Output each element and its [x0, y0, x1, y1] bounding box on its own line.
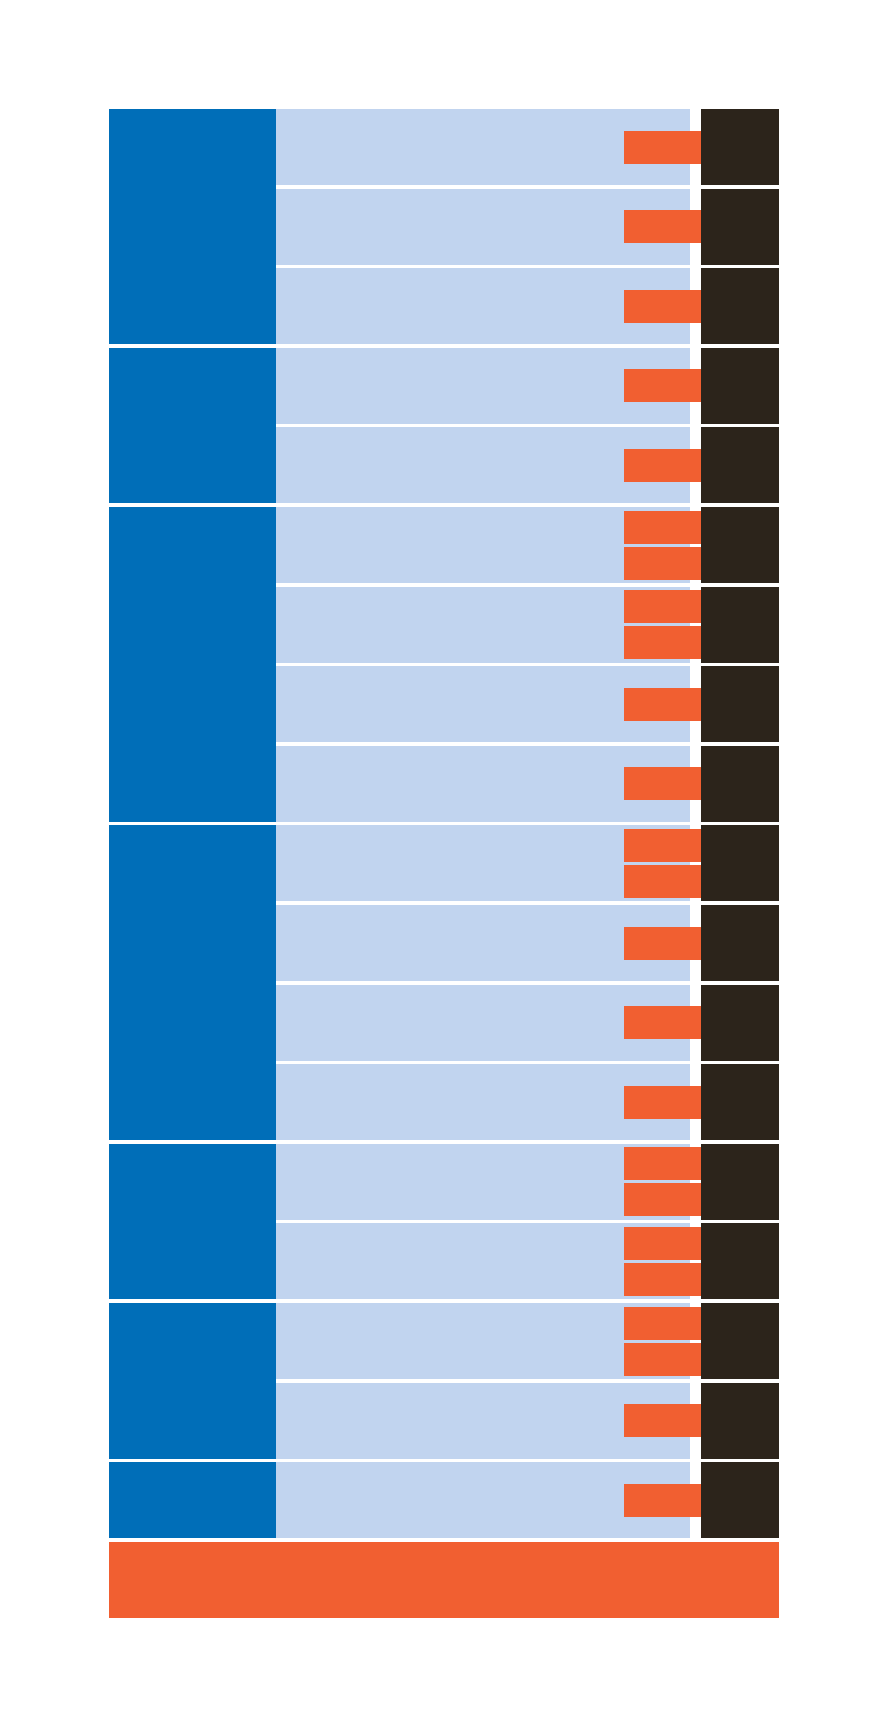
row-panel	[276, 507, 690, 583]
group-block	[109, 1143, 276, 1300]
marker	[624, 369, 701, 403]
row-panel	[276, 984, 690, 1061]
marker	[624, 767, 701, 801]
marker	[624, 510, 701, 544]
row-panel	[276, 1143, 690, 1220]
row-end-cap	[701, 347, 779, 424]
marker	[624, 1147, 701, 1181]
marker	[624, 687, 701, 721]
row-end-cap	[701, 1064, 779, 1141]
group-block	[109, 109, 276, 345]
row-end-cap	[701, 109, 779, 185]
group-block	[109, 825, 276, 1141]
row-panel	[276, 1303, 690, 1379]
marker	[624, 590, 701, 624]
group-block	[109, 507, 276, 822]
group-block	[109, 1462, 276, 1539]
row-panel	[276, 188, 690, 265]
row-panel	[276, 347, 690, 424]
marker	[624, 1183, 701, 1217]
row-end-cap	[701, 666, 779, 743]
row-panel	[276, 1382, 690, 1459]
row-end-cap	[701, 586, 779, 663]
marker	[624, 864, 701, 898]
marker	[624, 1262, 701, 1296]
marker	[624, 546, 701, 580]
row-panel	[276, 1462, 690, 1539]
row-panel	[276, 905, 690, 981]
row-panel	[276, 825, 690, 902]
row-end-cap	[701, 268, 779, 345]
marker	[624, 130, 701, 164]
marker	[624, 289, 701, 323]
marker	[624, 1006, 701, 1040]
marker	[624, 1085, 701, 1119]
group-block	[109, 347, 276, 504]
marker	[624, 448, 701, 482]
row-panel	[276, 1223, 690, 1300]
footer-bar	[109, 1541, 779, 1618]
row-end-cap	[701, 984, 779, 1061]
marker	[624, 210, 701, 244]
group-block	[109, 1303, 276, 1459]
row-end-cap	[701, 1223, 779, 1300]
row-end-cap	[701, 1382, 779, 1459]
marker	[624, 626, 701, 660]
marker	[624, 828, 701, 862]
row-end-cap	[701, 1303, 779, 1379]
row-panel	[276, 427, 690, 504]
row-end-cap	[701, 1143, 779, 1220]
row-end-cap	[701, 905, 779, 981]
marker	[624, 926, 701, 960]
row-panel	[276, 268, 690, 345]
row-panel	[276, 666, 690, 743]
row-end-cap	[701, 188, 779, 265]
row-panel	[276, 1064, 690, 1141]
row-end-cap	[701, 745, 779, 822]
row-panel	[276, 586, 690, 663]
row-end-cap	[701, 507, 779, 583]
marker	[624, 1226, 701, 1260]
marker	[624, 1342, 701, 1376]
row-panel	[276, 745, 690, 822]
row-panel	[276, 109, 690, 185]
row-end-cap	[701, 1462, 779, 1539]
row-end-cap	[701, 825, 779, 902]
row-end-cap	[701, 427, 779, 504]
marker	[624, 1483, 701, 1517]
marker	[624, 1404, 701, 1438]
marker	[624, 1306, 701, 1340]
